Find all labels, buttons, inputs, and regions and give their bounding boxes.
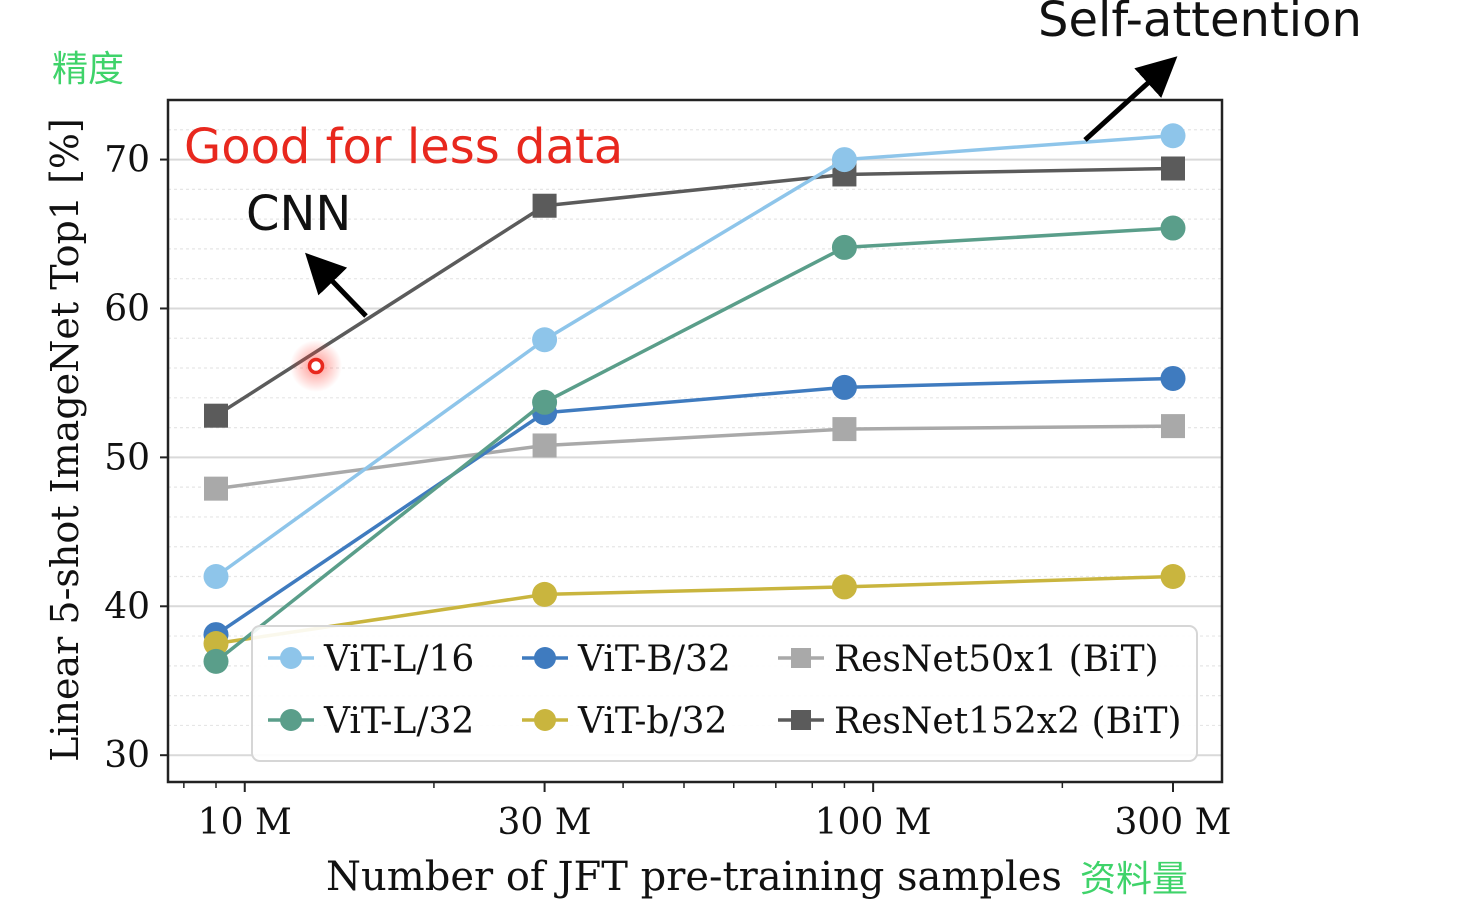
y-tick-label: 30	[104, 735, 150, 776]
series-line	[214, 133, 1174, 578]
legend-marker	[534, 647, 556, 669]
x-tick-label: 300 M	[1114, 802, 1231, 843]
legend-label: ViT-L/32	[323, 701, 474, 742]
legend-box	[251, 625, 1198, 762]
data-point	[532, 389, 558, 415]
good-for-less-data-annotation: Good for less data	[184, 119, 623, 175]
y-tick-label: 40	[104, 586, 150, 627]
legend-marker	[791, 710, 811, 730]
series-vit-l-16	[203, 123, 1186, 590]
data-point	[1160, 123, 1186, 149]
data-point	[203, 648, 229, 674]
plot-frame	[166, 98, 1224, 784]
cursor-dot	[307, 357, 325, 375]
y-tick-label: 60	[104, 288, 150, 329]
accuracy-cn-annotation: 精度	[52, 49, 125, 90]
cnn-arrow	[305, 252, 368, 318]
data-point	[532, 581, 558, 607]
y-axis-label: Linear 5-shot ImageNet Top1 [%]	[43, 118, 87, 762]
data-point	[831, 374, 857, 400]
legend-label: ViT-L/16	[323, 639, 474, 680]
data-amount-cn-annotation: 资料量	[1080, 859, 1189, 900]
legend-entry: ViT-L/16	[268, 639, 474, 680]
data-point	[532, 193, 557, 218]
self-attention-arrow	[1083, 56, 1178, 142]
cnn-annotation: CNN	[246, 186, 351, 242]
data-point	[1160, 365, 1186, 391]
legend-label: ResNet152x2 (BiT)	[834, 701, 1182, 742]
legend-entry: ViT-B/32	[522, 639, 731, 680]
legend-marker	[791, 648, 811, 668]
x-axis-ticks: 10 M 30 M 100 M 300 M	[183, 782, 1232, 843]
series-group	[203, 123, 1186, 674]
y-tick-label: 70	[104, 140, 150, 181]
legend-items: ViT-L/16 ViT-B/32 ResNet50x1 (BiT) ViT-L/32…	[268, 639, 1182, 742]
data-point	[203, 631, 229, 657]
grid-lines	[168, 129, 1222, 757]
self-attention-annotation: Self-attention	[1038, 0, 1362, 48]
series-line	[214, 226, 1174, 663]
y-axis-ticks: 30 40 50 60 70	[104, 140, 168, 776]
data-point	[1160, 215, 1186, 241]
x-tick-label: 30 M	[498, 802, 592, 843]
data-point	[1161, 156, 1185, 181]
series-vit-b-32	[203, 564, 1186, 657]
legend-marker	[534, 709, 556, 731]
data-point	[831, 574, 857, 600]
series-resnet50x1-bit-	[204, 414, 1185, 501]
x-tick-label: 100 M	[815, 802, 932, 843]
series-line	[215, 424, 1174, 491]
series-line	[215, 166, 1174, 418]
legend-label: ViT-b/32	[577, 701, 727, 742]
data-point	[204, 476, 228, 501]
y-tick-label: 50	[104, 437, 150, 478]
legend-label: ResNet50x1 (BiT)	[834, 639, 1159, 680]
series-vit-b-32	[203, 365, 1186, 648]
data-point	[1160, 564, 1186, 590]
data-point	[1161, 414, 1185, 439]
data-point	[203, 564, 229, 590]
legend-marker	[280, 647, 302, 669]
legend: ViT-L/16 ViT-B/32 ResNet50x1 (BiT) ViT-L/32…	[251, 625, 1198, 762]
series-vit-l-32	[203, 215, 1186, 674]
x-tick-label: 10 M	[198, 802, 292, 843]
legend-entry: ViT-b/32	[522, 701, 727, 742]
data-point	[831, 147, 857, 173]
data-point	[832, 417, 857, 442]
series-line	[215, 376, 1174, 637]
data-point	[532, 327, 558, 353]
data-point	[831, 234, 857, 260]
data-point	[532, 433, 557, 458]
legend-entry: ResNet152x2 (BiT)	[778, 701, 1182, 742]
legend-marker	[280, 709, 302, 731]
legend-label: ViT-B/32	[577, 639, 731, 680]
series-line	[215, 574, 1174, 646]
legend-entry: ViT-L/32	[268, 701, 474, 742]
legend-entry: ResNet50x1 (BiT)	[778, 639, 1159, 680]
data-point	[204, 403, 228, 428]
x-axis-label: Number of JFT pre-training samples	[326, 854, 1062, 900]
